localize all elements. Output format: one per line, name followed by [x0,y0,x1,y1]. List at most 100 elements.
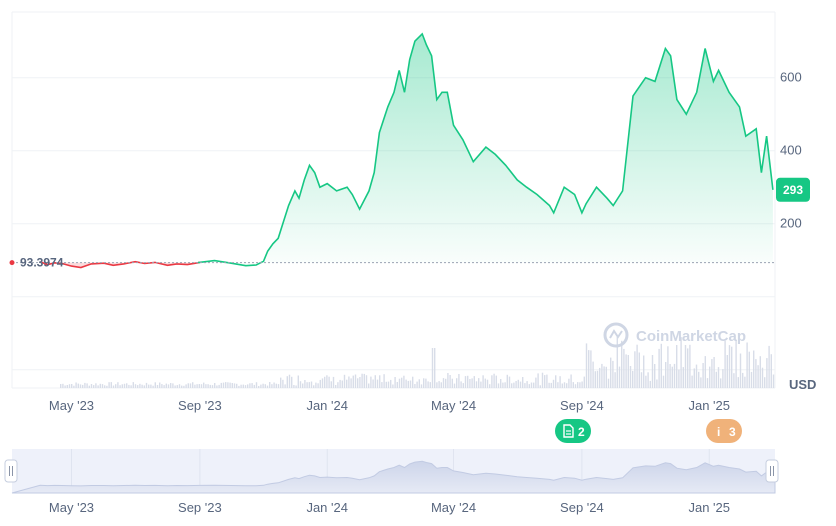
volume-bar [324,376,326,388]
volume-bar [744,376,746,388]
volume-bar [500,379,502,388]
volume-bar [453,383,456,388]
volume-bar [123,383,126,388]
volume-bar [93,385,95,388]
volume-bar [524,383,526,388]
volume-bar [104,385,106,388]
volume-bar [693,368,695,388]
volume-bar [599,367,601,388]
volume-bar [163,385,165,388]
volume-bar [211,385,214,388]
navigator-x-tick-label: May '23 [49,500,94,515]
volume-bar [161,384,163,388]
volume-bar [176,385,178,388]
volume-bar [706,378,709,388]
volume-bar [658,348,660,388]
volume-bar [141,384,143,388]
volume-bar [372,379,374,388]
volume-bar [381,382,383,388]
price-area-above-baseline [198,33,773,266]
x-tick-label: Jan '25 [688,398,730,413]
volume-bar [159,382,161,388]
volume-bar [636,344,638,388]
navigator-x-axis: May '23 Sep '23 Jan '24 May '24 Sep '24 Jan '… [49,500,730,515]
volume-bar [185,384,187,388]
volume-bar [581,381,583,388]
volume-bar [112,385,115,388]
volume-bar [511,383,513,388]
volume-bar [772,374,775,388]
navigator-series [11,460,776,494]
volume-bar [590,350,592,388]
volume-bar [535,377,537,388]
news-badge-count: 2 [578,425,585,439]
volume-bar [284,384,286,388]
volume-bar [497,383,500,388]
volume-bar [383,374,385,388]
volume-bar [156,385,159,388]
volume-bar [475,381,478,388]
volume-bar [341,380,343,388]
volume-bar [106,385,108,388]
volume-bar [317,383,319,388]
volume-bar [427,381,429,388]
volume-bar [539,385,541,388]
volume-bar [768,345,770,388]
volume-bar [172,383,174,388]
volume-bar [480,381,482,388]
volume-bar [361,373,363,388]
volume-bar [761,367,764,388]
volume-bar [759,356,761,388]
volume-bar [207,384,209,388]
current-price-tag[interactable]: 293 [776,177,810,202]
volume-bar [198,384,200,388]
volume-bar [229,382,231,388]
volume-bar [247,384,249,388]
volume-bar [467,375,469,388]
volume-bar [742,372,744,388]
volume-bar [196,384,198,388]
volume-bar [282,379,284,388]
volume-bar [86,383,88,388]
x-tick-label: Jan '24 [306,398,348,413]
volume-bar [473,376,475,388]
volume-bar [271,384,273,388]
volume-bar [572,382,574,388]
volume-bar [308,382,310,388]
volume-bar [220,382,222,388]
range-navigator[interactable] [4,449,779,494]
volume-bar [64,385,66,388]
volume-bar [167,384,170,388]
volume-bar [623,348,625,388]
volume-bar [614,372,616,388]
volume-bar [145,382,148,388]
navigator-x-tick-label: Jan '25 [688,500,730,515]
navigator-left-handle[interactable] [4,459,18,483]
volume-bar [348,376,350,388]
volume-bar [583,376,585,388]
volume-bar [698,371,700,388]
news-badge[interactable]: 2 [555,419,591,443]
volume-bar [253,384,255,388]
watermark-text: CoinMarketCap [636,328,746,345]
volume-bar [258,386,260,388]
volume-bar [526,381,528,388]
navigator-right-handle[interactable] [765,459,779,483]
volume-bar [128,384,130,388]
volume-bar [137,385,139,388]
info-badge[interactable]: i 3 [706,419,742,443]
navigator-x-tick-label: Jan '24 [306,500,348,515]
baseline-label: 93.3974 [20,256,64,270]
volume-bar [733,373,735,388]
volume-bar [438,381,440,388]
document-icon [563,424,574,438]
volume-bar [739,353,742,388]
volume-bar [546,374,548,388]
volume-bar [726,355,728,388]
volume-bar [748,351,750,388]
volume-bar [302,383,304,388]
volume-bar [678,369,680,388]
volume-bar [75,382,77,388]
volume-bar [269,382,271,388]
